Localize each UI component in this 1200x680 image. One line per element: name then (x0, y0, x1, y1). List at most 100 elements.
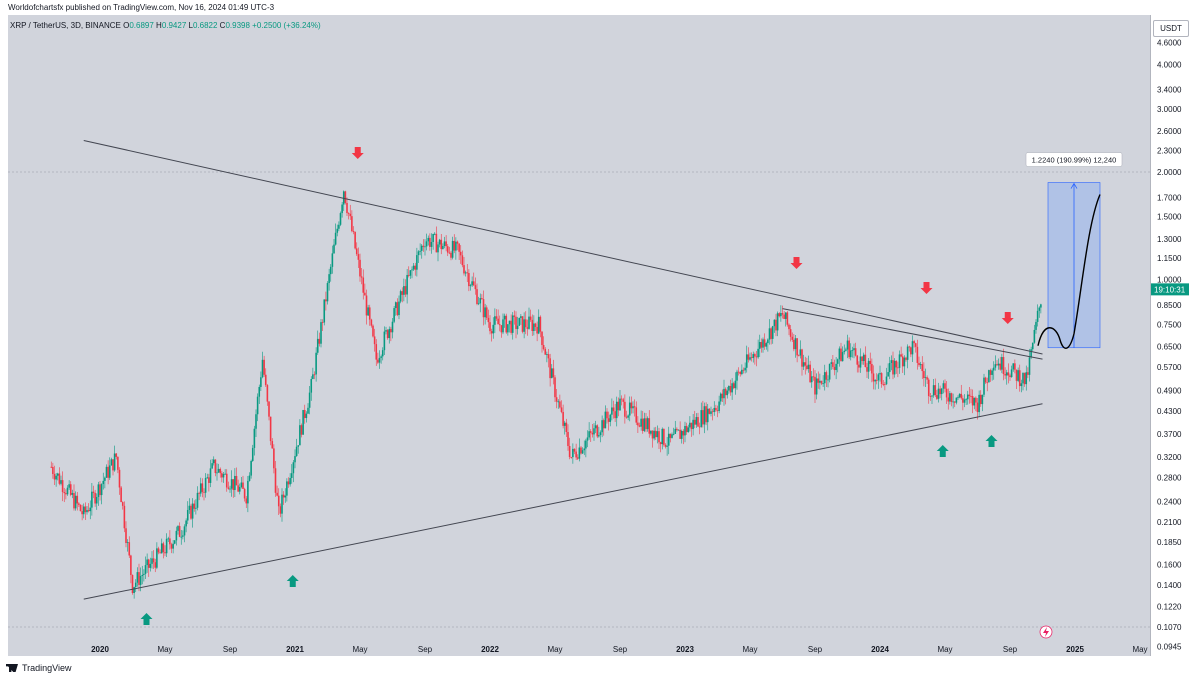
candle-body (445, 241, 447, 247)
candle-body (804, 362, 807, 366)
candle-body (295, 446, 298, 457)
candle-body (879, 373, 881, 375)
candle-body (133, 587, 135, 594)
candle-body (160, 543, 163, 554)
candle-body (89, 507, 92, 512)
candle-body (614, 411, 616, 419)
candle-body (508, 320, 511, 325)
candle-body (404, 286, 407, 295)
candle-body (484, 307, 486, 318)
candle-body (921, 364, 924, 372)
candle-body (666, 445, 668, 447)
candle-body (806, 365, 808, 370)
candle-body (529, 316, 532, 320)
candle-body (528, 316, 530, 329)
candle-body (858, 364, 860, 368)
candle-body (375, 344, 378, 360)
candle-body (578, 447, 581, 459)
price-tick-label: 2.6000 (1157, 127, 1182, 136)
price-tick-label: 3.0000 (1157, 105, 1182, 114)
candle-body (794, 338, 797, 350)
price-axis[interactable]: 4.6000 4.0000 3.4000 3.0000 2.6000 2.3000 2.00… (1150, 15, 1200, 656)
tradingview-logo[interactable]: TradingView (6, 663, 72, 673)
candle-body (524, 319, 527, 328)
candle-body (635, 407, 638, 423)
candle-body (971, 396, 974, 406)
candle-body (843, 350, 846, 353)
down-arrow-icon (1001, 312, 1014, 324)
candle-body (661, 428, 664, 445)
candle-body (950, 393, 953, 402)
candle-body (313, 374, 316, 376)
candle-body (303, 410, 306, 419)
candle-body (659, 442, 662, 445)
candle-body (266, 385, 269, 402)
candle-body (117, 456, 119, 470)
candle-body (846, 340, 849, 350)
candle-body (729, 386, 732, 393)
candle-body (490, 331, 493, 334)
candle-body (955, 397, 958, 403)
candle-body (986, 382, 989, 384)
candle-body (58, 473, 61, 484)
time-axis[interactable]: 2020 May Sep 2021 May Sep 2022 May Sep 2023 May Sep… (8, 641, 1150, 656)
candle-body (963, 399, 966, 403)
candle-body (940, 388, 943, 395)
candle-body (793, 339, 795, 350)
currency-selector[interactable]: USDT (1153, 20, 1189, 37)
candle-body (507, 324, 509, 333)
candle-body (580, 447, 582, 454)
candle-body (383, 331, 386, 351)
candle-body (705, 406, 707, 423)
candle-body (781, 313, 784, 315)
candle-body (628, 402, 631, 416)
candle-body (422, 245, 425, 247)
candle-body (763, 339, 766, 347)
candle-body (767, 339, 769, 344)
candle-body (745, 354, 748, 368)
time-tick-label: May (742, 645, 757, 654)
candle-body (312, 374, 314, 380)
candle-body (95, 497, 98, 504)
candle-body (567, 432, 569, 447)
candle-body (615, 401, 618, 419)
candle-body (690, 422, 693, 430)
candle-body (697, 417, 699, 427)
candle-body (136, 572, 139, 583)
candle-body (838, 348, 841, 360)
candle-body (939, 388, 941, 395)
candle-body (695, 417, 698, 425)
chart-plot-area[interactable]: 1.2240 (190.99%) 12,240 (8, 15, 1150, 656)
candle-body (219, 468, 222, 474)
candle-body (510, 320, 512, 333)
candle-body (591, 432, 594, 435)
candles-layer (50, 190, 1042, 599)
candle-body (479, 298, 482, 304)
price-tick-label: 1.0000 (1157, 276, 1182, 285)
candle-body (97, 484, 100, 498)
candle-body (377, 359, 379, 363)
candle-body (544, 349, 547, 355)
candle-body (365, 295, 368, 316)
candle-body (333, 244, 335, 254)
candle-body (869, 360, 872, 365)
candle-body (216, 472, 218, 474)
candle-body (703, 406, 706, 425)
candle-body (721, 393, 724, 399)
candle-body (633, 406, 636, 408)
candle-body (741, 369, 743, 375)
candle-body (151, 558, 153, 564)
price-tick-label: 4.0000 (1157, 60, 1182, 69)
candle-body (536, 326, 538, 334)
candle-body (983, 377, 985, 395)
price-chart[interactable]: 1.2240 (190.99%) 12,240 (8, 15, 1150, 656)
candle-body (71, 493, 74, 495)
candle-body (966, 394, 969, 400)
candle-body (534, 323, 537, 327)
time-tick-label: Sep (1003, 645, 1018, 654)
candle-body (489, 322, 491, 332)
candle-body (102, 480, 105, 485)
time-tick-label: 2024 (871, 645, 889, 654)
low-value: 0.6822 (192, 21, 218, 30)
time-tick-label: May (352, 645, 367, 654)
